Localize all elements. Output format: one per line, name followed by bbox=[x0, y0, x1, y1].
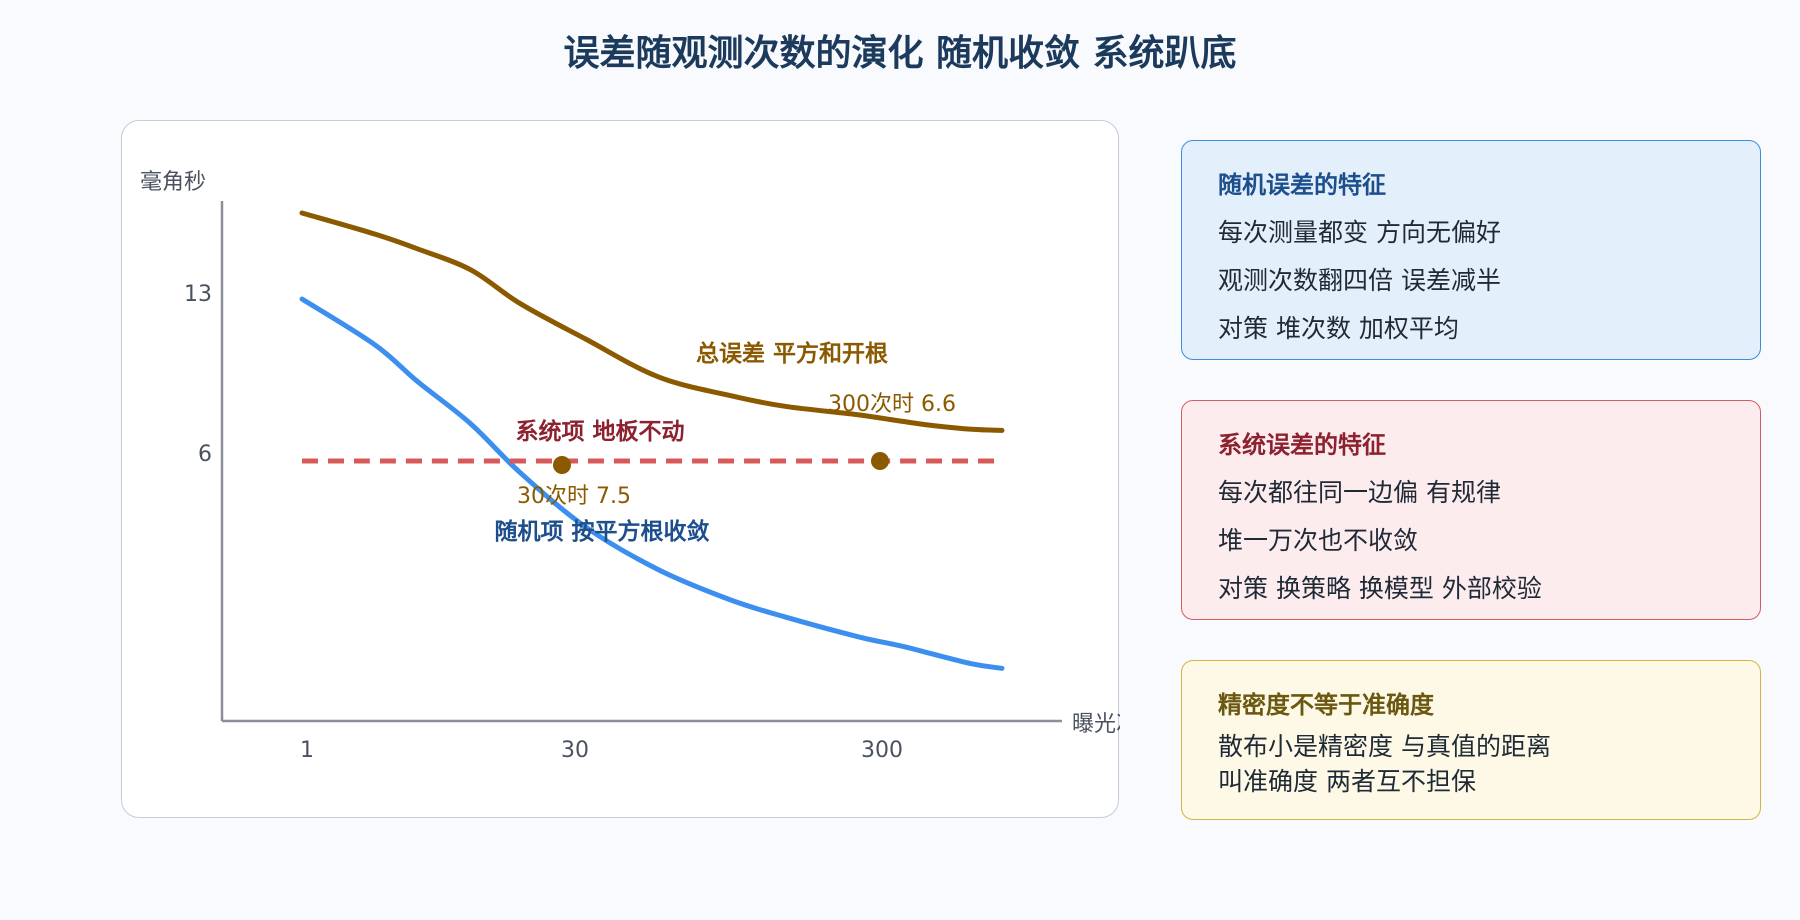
data-point-marker bbox=[871, 452, 889, 470]
data-point-label: 300次时 6.6 bbox=[828, 392, 956, 417]
random-error-card-line: 对策 堆次数 加权平均 bbox=[1218, 314, 1459, 343]
precision-accuracy-card-line: 叫准确度 两者互不担保 bbox=[1218, 767, 1476, 796]
x-tick-label: 30 bbox=[561, 738, 589, 763]
x-tick-label: 1 bbox=[300, 738, 314, 763]
data-point-marker bbox=[553, 456, 571, 474]
y-tick-label: 6 bbox=[198, 442, 212, 467]
series-line bbox=[299, 296, 1005, 671]
series-label: 系统项 地板不动 bbox=[515, 418, 684, 445]
precision-accuracy-card-title: 精密度不等于准确度 bbox=[1218, 691, 1434, 719]
series-label: 随机项 按平方根收敛 bbox=[494, 518, 709, 545]
random-error-card-line: 每次测量都变 方向无偏好 bbox=[1218, 218, 1501, 247]
x-tick-label: 300 bbox=[861, 738, 903, 763]
precision-accuracy-card-line: 散布小是精密度 与真值的距离 bbox=[1218, 732, 1551, 761]
random-error-card: 随机误差的特征 每次测量都变 方向无偏好 观测次数翻四倍 误差减半 对策 堆次数… bbox=[1181, 140, 1761, 360]
systematic-error-card: 系统误差的特征 每次都往同一边偏 有规律 堆一万次也不收敛 对策 换策略 换模型… bbox=[1181, 400, 1761, 620]
random-error-card-title: 随机误差的特征 bbox=[1218, 171, 1386, 199]
systematic-error-card-line: 对策 换策略 换模型 外部校验 bbox=[1218, 574, 1542, 603]
series-label: 总误差 平方和开根 bbox=[696, 340, 888, 367]
page-title: 误差随观测次数的演化 随机收敛 系统趴底 bbox=[563, 33, 1237, 74]
x-axis-label: 曝光次数 bbox=[1072, 712, 1120, 737]
systematic-error-card-line: 每次都往同一边偏 有规律 bbox=[1218, 478, 1501, 507]
series-line bbox=[299, 210, 1005, 433]
systematic-error-card-line: 堆一万次也不收敛 bbox=[1218, 526, 1419, 555]
y-tick-label: 13 bbox=[184, 282, 212, 307]
random-error-card-line: 观测次数翻四倍 误差减半 bbox=[1218, 266, 1501, 295]
systematic-error-card-title: 系统误差的特征 bbox=[1218, 431, 1386, 459]
precision-accuracy-card: 精密度不等于准确度 散布小是精密度 与真值的距离 叫准确度 两者互不担保 bbox=[1181, 660, 1761, 820]
y-axis-label: 毫角秒 bbox=[140, 170, 206, 195]
data-point-label: 30次时 7.5 bbox=[517, 484, 631, 509]
